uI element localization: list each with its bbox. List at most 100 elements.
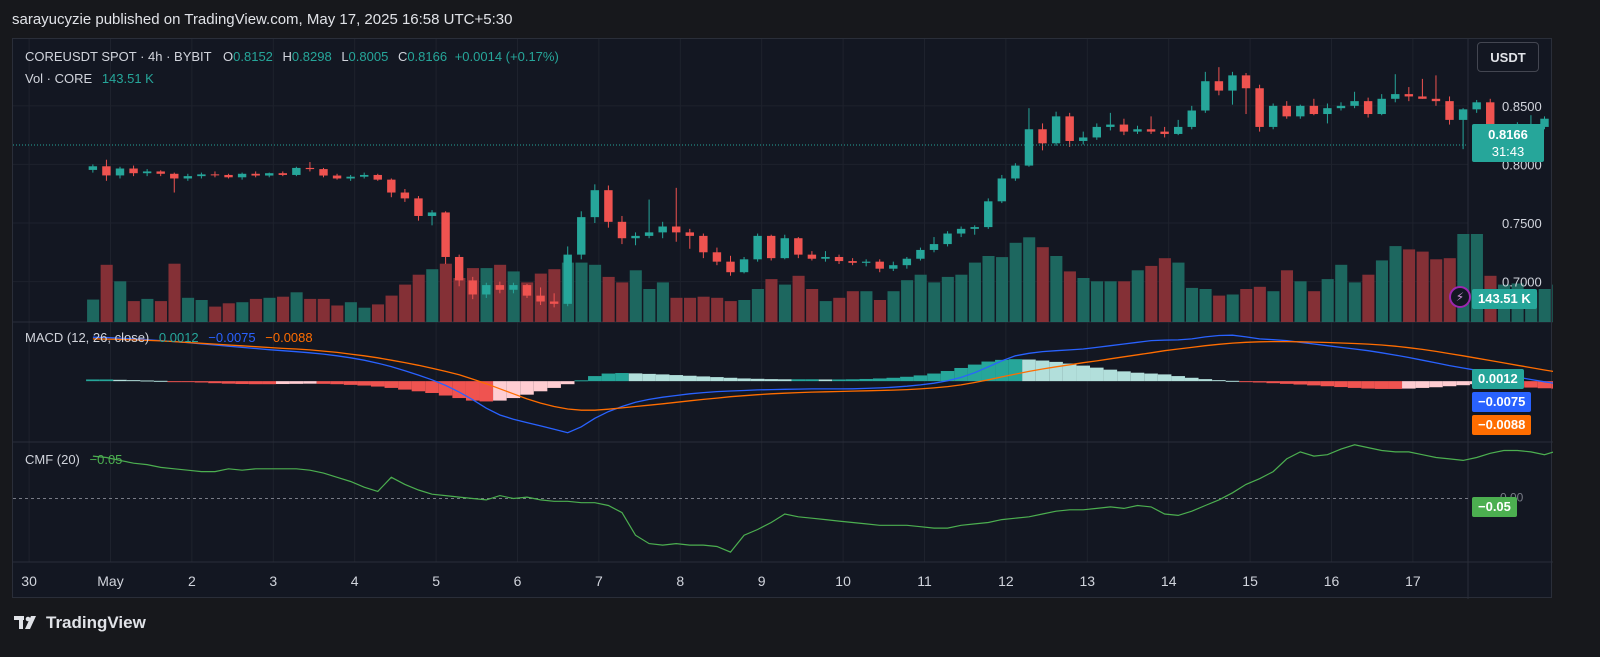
volume-bar — [87, 299, 100, 322]
candle-body — [1323, 108, 1332, 115]
volume-bar — [1308, 291, 1321, 322]
volume-bar — [928, 282, 941, 322]
macd-hist-bar — [1334, 381, 1348, 388]
candle-body — [1431, 98, 1441, 102]
price-axis-label: 0.7000 — [1502, 275, 1542, 290]
macd-hist-bar — [1429, 381, 1443, 388]
volume-bar — [249, 298, 262, 322]
volume-bar — [616, 282, 629, 322]
macd-hist-bar — [1076, 365, 1091, 382]
volume-bar — [1253, 286, 1266, 322]
currency-button[interactable]: USDT — [1477, 42, 1539, 72]
volume-bar — [1240, 289, 1253, 322]
volume-bar — [629, 270, 642, 322]
volume-bar — [127, 301, 140, 322]
candle-body — [1241, 75, 1251, 89]
macd-hist-tag: 0.0012 — [1472, 369, 1524, 389]
tradingview-wordmark: TradingView — [46, 613, 146, 632]
macd-hist-bar — [411, 381, 426, 392]
candle-body — [970, 227, 979, 229]
volume-bar — [833, 297, 846, 322]
time-axis-label: 3 — [269, 573, 277, 589]
close-label: C — [397, 49, 408, 64]
volume-bar — [1416, 251, 1429, 322]
volume-bar — [684, 297, 697, 322]
tradingview-logo[interactable]: TradingView — [14, 613, 146, 633]
macd-hist-bar — [1402, 381, 1416, 389]
time-axis-label: 10 — [835, 573, 851, 589]
macd-hist-bar — [1347, 381, 1362, 388]
candle-body — [1173, 126, 1183, 134]
candle-body — [359, 174, 369, 177]
volume-bar — [941, 276, 954, 322]
macd-hist-bar — [248, 381, 263, 385]
volume-bar — [901, 280, 914, 322]
candle-body — [1160, 131, 1169, 134]
volume-bar — [317, 298, 330, 322]
candle-body — [346, 176, 355, 179]
volume-bar — [670, 297, 683, 322]
candle-body — [1309, 105, 1319, 115]
macd-hist-bar — [818, 379, 833, 382]
macd-hist-bar — [737, 378, 751, 382]
volume-bar — [873, 300, 887, 322]
candle-body — [1268, 105, 1278, 127]
time-axis-label: 6 — [514, 573, 522, 589]
candle-body — [916, 249, 925, 259]
macd-hist-bar — [1388, 381, 1403, 389]
macd-hist-bar — [99, 379, 114, 382]
candle-body — [1092, 126, 1102, 138]
candle-body — [672, 226, 681, 233]
volume-bar — [1023, 237, 1036, 322]
volume-bar — [1430, 259, 1443, 322]
candle-body — [984, 201, 993, 228]
volume-bar — [1280, 270, 1294, 322]
macd-hist-bar — [1022, 359, 1036, 382]
macd-hist-bar — [370, 381, 385, 387]
macd-label[interactable]: MACD (12, 26, close) — [25, 330, 150, 345]
macd-hist-bar — [710, 377, 724, 382]
macd-hist-bar — [886, 377, 901, 382]
macd-hist-bar — [506, 381, 521, 399]
candle-body — [183, 176, 193, 179]
volume-bar — [1118, 281, 1131, 322]
candle-body — [332, 175, 342, 179]
candle-body — [1296, 105, 1305, 117]
candle-body — [1404, 94, 1414, 97]
candle-body — [753, 235, 762, 260]
volume-bar — [358, 307, 371, 322]
candle-body — [1458, 109, 1468, 120]
candle-body — [1350, 101, 1359, 106]
volume-bar — [385, 295, 398, 322]
volume-bar — [806, 289, 819, 322]
volume-bar — [1226, 294, 1239, 322]
chart-canvas[interactable]: 0.85000.80000.75000.70000.0030May2345678… — [13, 39, 1553, 599]
macd-hist-bar — [777, 379, 792, 382]
candle-body — [1214, 81, 1224, 91]
time-axis-label: 16 — [1324, 573, 1340, 589]
macd-hist-bar — [683, 375, 697, 382]
macd-hist-bar — [221, 381, 236, 384]
time-axis-label: 17 — [1405, 573, 1421, 589]
volume-label[interactable]: Vol · CORE — [25, 71, 93, 86]
volume-bar — [236, 302, 249, 322]
candle-body — [739, 259, 749, 273]
volume-bar — [1552, 284, 1553, 322]
macd-hist-bar — [642, 373, 656, 382]
symbol-title[interactable]: COREUSDT SPOT · 4h · BYBIT — [25, 49, 212, 64]
candle-body — [658, 226, 667, 233]
lightning-icon[interactable]: ⚡ — [1449, 286, 1471, 308]
chart-frame[interactable]: 0.85000.80000.75000.70000.0030May2345678… — [12, 38, 1553, 599]
candle-body — [590, 190, 600, 218]
macd-hist-bar — [357, 381, 371, 386]
cmf-label[interactable]: CMF (20) — [25, 452, 80, 467]
candle-body — [1336, 105, 1346, 109]
macd-hist-bar — [900, 376, 914, 382]
volume-legend: Vol · CORE 143.51 K — [25, 71, 154, 86]
candle-body — [1228, 75, 1237, 91]
candle-body — [251, 173, 260, 176]
macd-hist-bar — [316, 381, 331, 384]
candle-body — [956, 228, 966, 234]
countdown-value: 31:43 — [1491, 144, 1525, 159]
macd-line — [92, 334, 1553, 434]
